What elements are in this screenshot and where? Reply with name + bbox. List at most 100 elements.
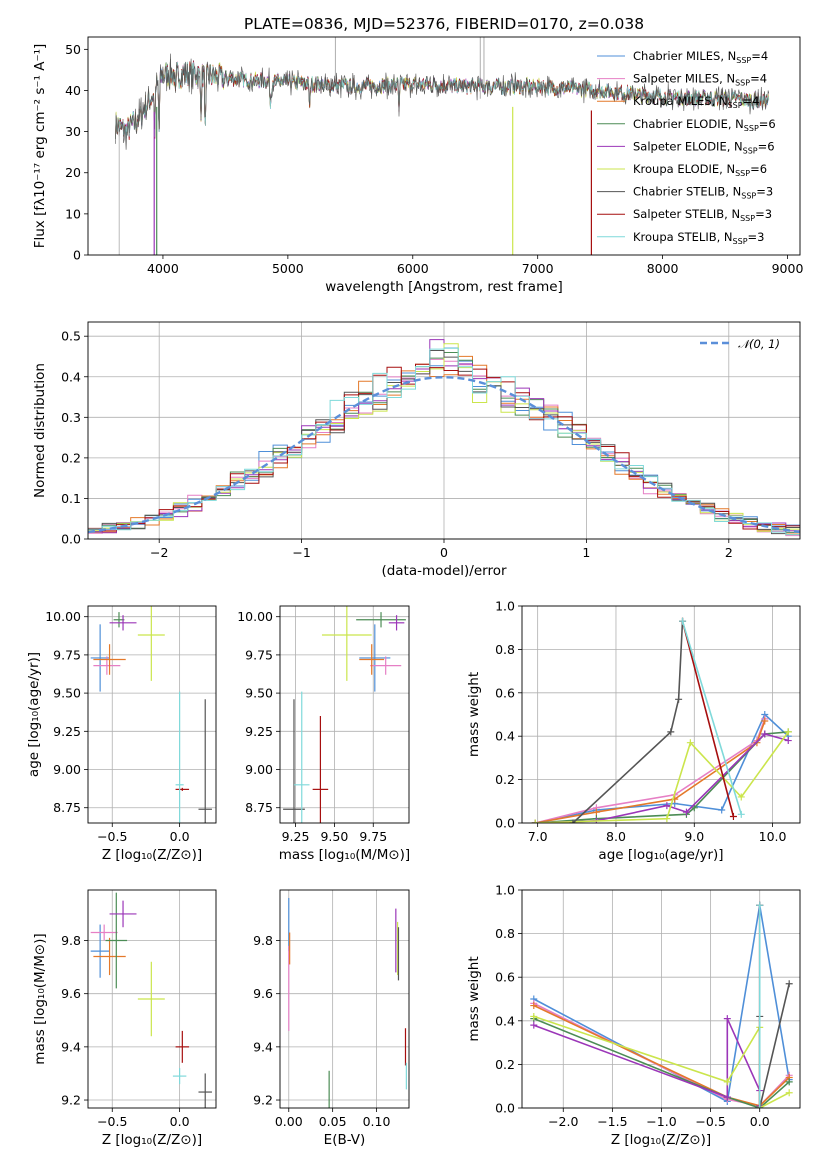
weight-marker xyxy=(530,1002,538,1010)
x-tick-label: 0.00 xyxy=(275,1114,303,1129)
legend-entry: Kroupa MILES, NSSP=4 xyxy=(633,94,759,110)
weight-marker xyxy=(729,812,737,820)
weight-marker xyxy=(718,806,726,814)
legend-entry: Chabrier ELODIE, NSSP=6 xyxy=(633,117,776,133)
weight-marker xyxy=(784,737,792,745)
weight_vs_age-axes: 7.0 8.0 9.0 10.0 0.0 0.2 0.4 0.6 0.8 1.0 age [log₁… xyxy=(466,599,800,863)
weight-series-line xyxy=(758,983,790,1108)
error-bar-point xyxy=(175,787,190,791)
x-axis-label: mass [log₁₀(M/M⊙)] xyxy=(279,847,410,863)
legend-entry: Salpeter ELODIE, NSSP=6 xyxy=(633,139,775,155)
weight-series-line xyxy=(572,621,684,823)
y-tick-label: 0.2 xyxy=(61,450,81,465)
y-tick-label: 9.50 xyxy=(245,686,273,701)
weight-marker xyxy=(784,728,792,736)
x-tick-label: 8000 xyxy=(647,261,679,276)
legend-entry: Salpeter MILES, NSSP=4 xyxy=(633,72,767,88)
x-tick-label: 10.0 xyxy=(759,829,787,844)
weight-series-line xyxy=(535,713,789,823)
x-tick-label: 9.0 xyxy=(684,829,704,844)
weight_vs_Z-plot-area xyxy=(530,901,793,1108)
x-tick-label: 9.75 xyxy=(359,829,387,844)
y-tick-label: 0.1 xyxy=(61,491,81,506)
weight-marker xyxy=(667,728,675,736)
weight-marker xyxy=(679,617,687,625)
error-bar-point xyxy=(109,900,137,928)
weight-marker xyxy=(756,1104,764,1108)
error-bar-point xyxy=(175,1030,190,1063)
y-tick-label: 9.50 xyxy=(53,686,81,701)
x-tick-label: 0.05 xyxy=(319,1114,347,1129)
x-tick-label: 8.0 xyxy=(606,829,626,844)
y-tick-label: 9.25 xyxy=(53,724,81,739)
x-axis-label: age [log₁₀(age/yr)] xyxy=(598,847,723,863)
x-tick-label: −2 xyxy=(150,545,168,560)
y-tick-label: 10.00 xyxy=(237,609,273,624)
weight_vs_age-frame xyxy=(521,605,801,824)
residuals-plot-area xyxy=(88,339,800,538)
y-axis-label: mass weight xyxy=(466,672,482,757)
spectrum-plot-area xyxy=(115,37,770,255)
x-tick-label: 7.0 xyxy=(528,829,548,844)
weight-marker xyxy=(785,1089,793,1097)
y-tick-label: 40 xyxy=(65,83,81,98)
y-tick-label: 0.8 xyxy=(495,642,515,657)
y-tick-label: 0.6 xyxy=(495,685,515,700)
legend-entry: Chabrier MILES, NSSP=4 xyxy=(633,49,768,65)
mass_vs_EBV-plot-area xyxy=(288,897,407,1108)
x-axis-label: wavelength [Angstrom, rest frame] xyxy=(325,279,563,295)
y-tick-label: 9.8 xyxy=(61,933,81,948)
y-tick-label: 50 xyxy=(65,42,81,57)
x-tick-label: −1.0 xyxy=(646,1114,676,1129)
weight-marker xyxy=(675,695,683,703)
y-tick-label: 0.4 xyxy=(495,729,515,744)
x-axis-label: Z [log₁₀(Z/Z⊙)] xyxy=(611,1132,711,1148)
weight-series-line xyxy=(533,1004,790,1107)
weight-marker xyxy=(530,1021,538,1029)
mass_vs_EBV-frame xyxy=(279,889,410,1109)
spectrum-frame xyxy=(87,36,801,256)
age_vs_Z-axes: −0.5 0.0 8.75 9.00 9.25 9.50 9.75 10.00 Z [log₁₀… xyxy=(26,606,216,863)
weight-marker xyxy=(737,793,745,801)
x-tick-label: 2 xyxy=(725,545,733,560)
weight_vs_Z-frame xyxy=(521,889,801,1109)
age_vs_Z-frame xyxy=(87,605,217,824)
weight-series-line xyxy=(681,620,735,817)
weight-marker xyxy=(686,739,694,747)
y-tick-label: 0.0 xyxy=(495,816,515,831)
x-tick-label: 9.25 xyxy=(282,829,310,844)
error-bar-point xyxy=(198,1073,212,1108)
x-tick-label: 9.50 xyxy=(320,829,348,844)
charts-layer: 4000 5000 6000 7000 8000 900001020304050wavel… xyxy=(26,36,803,1148)
y-tick-label: 9.4 xyxy=(61,1039,81,1054)
y-tick-label: 9.00 xyxy=(53,762,81,777)
legend-entry: Salpeter STELIB, NSSP=3 xyxy=(633,207,772,223)
y-tick-label: 1.0 xyxy=(495,883,515,898)
error-bar-point xyxy=(90,924,110,978)
error-bar-point xyxy=(321,606,372,681)
spectrum-legend: Chabrier MILES, NSSP=4 Salpeter MILES, NS… xyxy=(597,49,776,246)
error-bar-point xyxy=(370,656,402,675)
model-spectrum-line xyxy=(115,59,770,141)
mass_vs_Z-frame xyxy=(87,889,217,1109)
legend-entry: Chabrier STELIB, NSSP=3 xyxy=(633,185,773,201)
y-tick-label: 0.0 xyxy=(495,1101,515,1116)
normal-reference-curve xyxy=(88,375,800,534)
error-bar-point xyxy=(105,892,128,989)
error-bar-point xyxy=(137,606,165,681)
error-bar-point xyxy=(356,612,406,628)
weight_vs_Z-axes: −2.0 −1.5 −1.0 −0.5 0.0 0.0 0.2 0.4 0.6 0.8 1.0 Z [… xyxy=(466,883,800,1148)
weight-marker xyxy=(737,810,745,818)
y-tick-label: 8.75 xyxy=(53,800,81,815)
spectrum-axes: 4000 5000 6000 7000 8000 9000 0 10 20 30 40 50 wavel… xyxy=(32,42,803,295)
y-tick-label: 0.2 xyxy=(495,772,515,787)
y-tick-label: 9.75 xyxy=(53,647,81,662)
error-bar-point xyxy=(109,615,137,631)
weight-marker xyxy=(761,717,769,725)
y-tick-label: 10 xyxy=(65,206,81,221)
y-tick-label: 9.00 xyxy=(245,762,273,777)
y-tick-label: 0.8 xyxy=(495,926,515,941)
y-axis-label: Flux [fλ10⁻¹⁷ erg cm⁻² s⁻¹ A⁻¹] xyxy=(32,44,48,249)
weight-series-line xyxy=(535,733,789,823)
